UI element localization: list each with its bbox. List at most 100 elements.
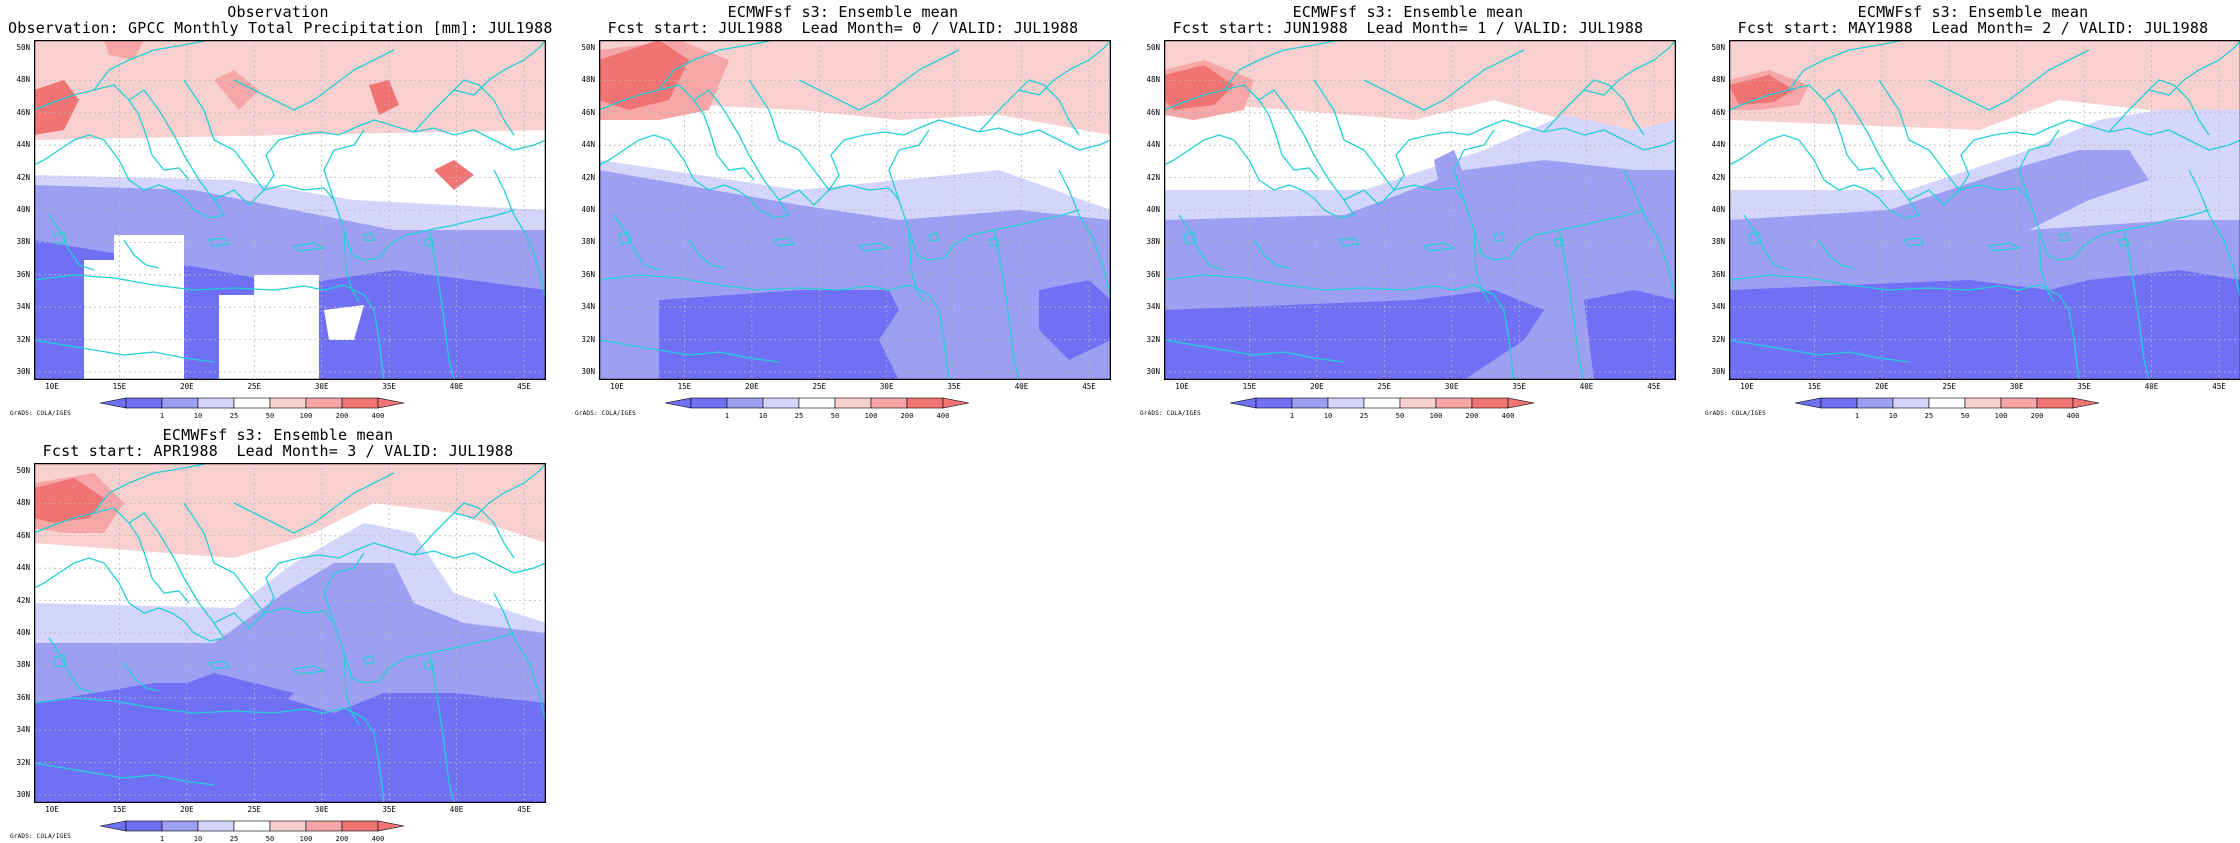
longitude-label: 40E (1012, 383, 1032, 391)
latitude-label: 38N (1703, 238, 1725, 246)
colorbar-label: 1 (1847, 412, 1867, 420)
longitude-label: 35E (1509, 383, 1529, 391)
colorbar-label: 100 (296, 835, 316, 843)
colorbar-label: 400 (368, 835, 388, 843)
longitude-label: 15E (109, 806, 129, 814)
longitude-label: 30E (1442, 383, 1462, 391)
colorbar-label: 25 (1919, 412, 1939, 420)
colorbar-label: 50 (260, 412, 280, 420)
longitude-label: 15E (109, 383, 129, 391)
latitude-label: 30N (573, 368, 595, 376)
latitude-label: 34N (8, 726, 30, 734)
colorbar-segment-mid_red (1436, 398, 1472, 408)
latitude-label: 38N (8, 661, 30, 669)
colorbar-segment-deep_red (2037, 398, 2073, 408)
longitude-label: 10E (1737, 383, 1757, 391)
panel-title: Observation (8, 4, 548, 20)
colorbar-label: 10 (188, 835, 208, 843)
latitude-label: 50N (1138, 44, 1160, 52)
colorbar-label: 1 (1282, 412, 1302, 420)
latitude-label: 38N (573, 238, 595, 246)
longitude-label: 30E (877, 383, 897, 391)
colorbar-label: 100 (1991, 412, 2011, 420)
longitude-label: 45E (2209, 383, 2229, 391)
colorbar-label: 25 (224, 835, 244, 843)
colorbar-segment-deep_red (1472, 398, 1508, 408)
latitude-label: 44N (8, 141, 30, 149)
longitude-label: 25E (1939, 383, 1959, 391)
precipitation-map (34, 40, 546, 380)
colorbar-triangle-right (378, 398, 404, 408)
colorbar-triangle-left (665, 398, 691, 408)
latitude-label: 44N (573, 141, 595, 149)
latitude-label: 48N (573, 76, 595, 84)
longitude-label: 35E (379, 383, 399, 391)
longitude-label: 25E (1374, 383, 1394, 391)
latitude-label: 46N (1138, 109, 1160, 117)
latitude-label: 36N (1703, 271, 1725, 279)
colorbar-triangle-right (2073, 398, 2099, 408)
latitude-label: 50N (8, 467, 30, 475)
panel-title: ECMWFsf s3: Ensemble mean (8, 427, 548, 443)
latitude-label: 30N (1138, 368, 1160, 376)
colorbar-segment-light_red (270, 398, 306, 408)
precip-contour-deep_blue (1584, 290, 1676, 380)
latitude-label: 30N (8, 791, 30, 799)
latitude-label: 46N (573, 109, 595, 117)
colorbar-label: 400 (2063, 412, 2083, 420)
latitude-label: 48N (8, 76, 30, 84)
latitude-label: 40N (8, 206, 30, 214)
longitude-label: 30E (312, 383, 332, 391)
colorbar-triangle-left (100, 398, 126, 408)
latitude-label: 50N (573, 44, 595, 52)
longitude-label: 15E (1239, 383, 1259, 391)
panel-subtitle: Observation: GPCC Monthly Total Precipit… (8, 20, 548, 36)
grads-credit: GrADS: COLA/IGES (10, 410, 71, 417)
latitude-label: 40N (1703, 206, 1725, 214)
panel-title: ECMWFsf s3: Ensemble mean (1703, 4, 2240, 20)
colorbar-label: 50 (260, 835, 280, 843)
colorbar-segment-light_blue (763, 398, 799, 408)
colorbar-segment-light_blue (1328, 398, 1364, 408)
latitude-label: 44N (1703, 141, 1725, 149)
latitude-label: 46N (1703, 109, 1725, 117)
precipitation-map (34, 463, 546, 803)
colorbar-triangle-left (100, 821, 126, 831)
precipitation-map (1729, 40, 2240, 380)
latitude-label: 42N (573, 174, 595, 182)
colorbar-segment-mid_red (2001, 398, 2037, 408)
latitude-label: 44N (8, 564, 30, 572)
colorbar-label: 100 (296, 412, 316, 420)
panel-subtitle: Fcst start: APR1988 Lead Month= 3 / VALI… (8, 443, 548, 459)
colorbar-segment-light_red (835, 398, 871, 408)
latitude-label: 30N (1703, 368, 1725, 376)
colorbar-segment-deep_red (342, 821, 378, 831)
colorbar-segment-white (1364, 398, 1400, 408)
latitude-label: 32N (8, 336, 30, 344)
colorbar-label: 50 (1390, 412, 1410, 420)
panel-title: ECMWFsf s3: Ensemble mean (573, 4, 1113, 20)
latitude-label: 36N (1138, 271, 1160, 279)
latitude-label: 50N (1703, 44, 1725, 52)
colorbar-label: 200 (332, 835, 352, 843)
latitude-label: 42N (8, 174, 30, 182)
colorbar-triangle-right (378, 821, 404, 831)
latitude-label: 42N (1703, 174, 1725, 182)
longitude-label: 20E (177, 383, 197, 391)
longitude-label: 25E (244, 806, 264, 814)
longitude-label: 30E (2007, 383, 2027, 391)
colorbar-segment-light_blue (198, 821, 234, 831)
colorbar-segment-deep_blue (691, 398, 727, 408)
latitude-label: 36N (8, 271, 30, 279)
panel-subtitle: Fcst start: JUN1988 Lead Month= 1 / VALI… (1138, 20, 1678, 36)
colorbar-segment-white (1929, 398, 1965, 408)
panel-title: ECMWFsf s3: Ensemble mean (1138, 4, 1678, 20)
colorbar-segment-light_red (1965, 398, 2001, 408)
latitude-label: 32N (1703, 336, 1725, 344)
latitude-label: 30N (8, 368, 30, 376)
longitude-label: 40E (2142, 383, 2162, 391)
colorbar-segment-light_blue (198, 398, 234, 408)
colorbar-label: 1 (152, 412, 172, 420)
colorbar-label: 200 (1462, 412, 1482, 420)
